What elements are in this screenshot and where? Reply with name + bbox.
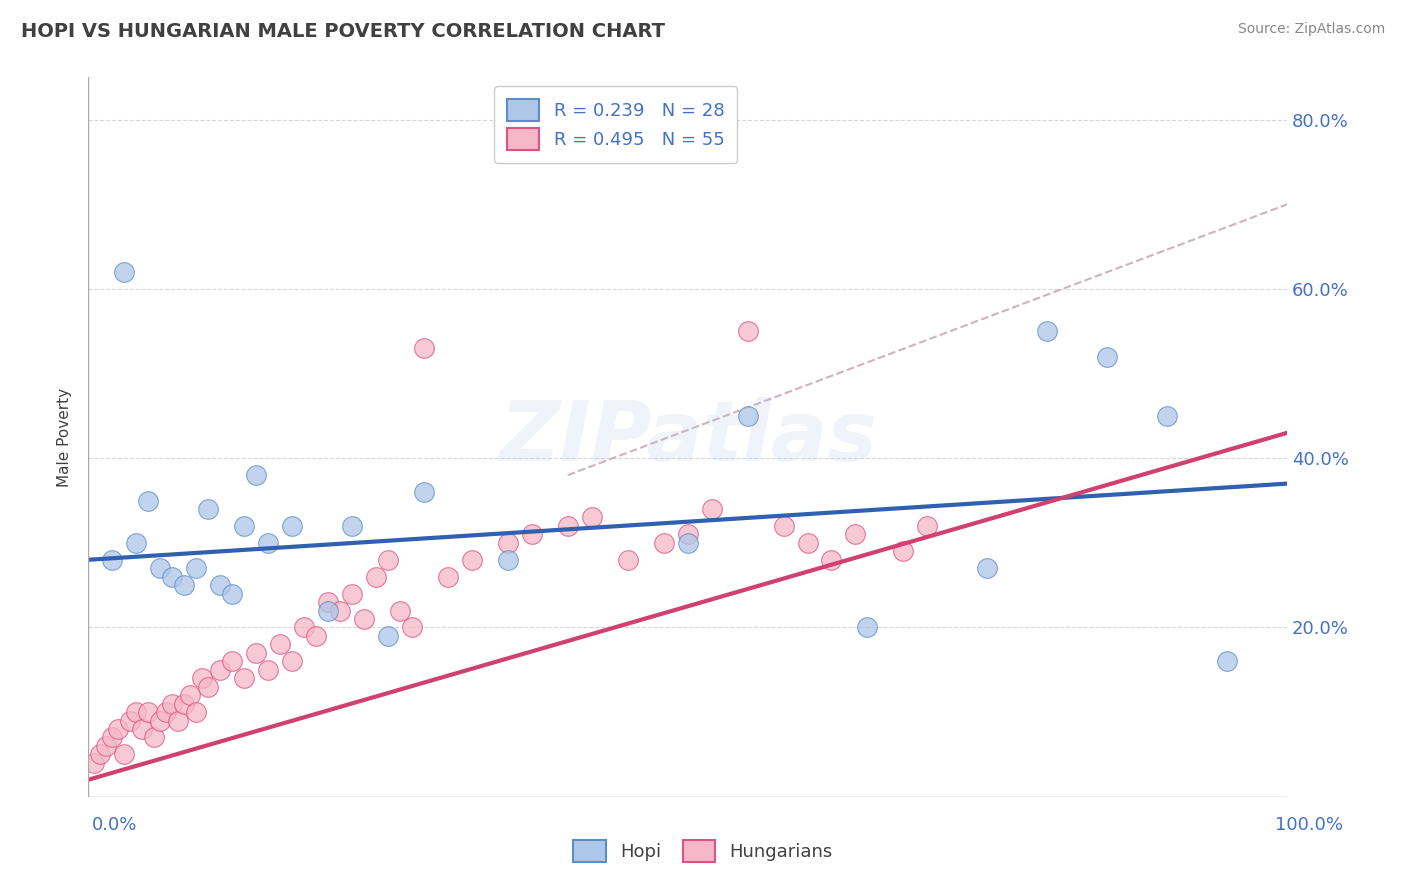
Point	[652, 536, 675, 550]
Point	[245, 468, 267, 483]
Point	[377, 629, 399, 643]
Point	[461, 553, 484, 567]
Point	[173, 697, 195, 711]
Point	[155, 705, 177, 719]
Point	[520, 527, 543, 541]
Point	[496, 536, 519, 550]
Point	[676, 527, 699, 541]
Point	[796, 536, 818, 550]
Point	[136, 493, 159, 508]
Point	[233, 519, 256, 533]
Point	[401, 620, 423, 634]
Point	[221, 654, 243, 668]
Point	[353, 612, 375, 626]
Point	[316, 595, 339, 609]
Point	[1156, 409, 1178, 423]
Point	[245, 646, 267, 660]
Point	[281, 519, 304, 533]
Point	[173, 578, 195, 592]
Y-axis label: Male Poverty: Male Poverty	[58, 387, 72, 487]
Point	[737, 324, 759, 338]
Point	[820, 553, 842, 567]
Point	[329, 603, 352, 617]
Text: HOPI VS HUNGARIAN MALE POVERTY CORRELATION CHART: HOPI VS HUNGARIAN MALE POVERTY CORRELATI…	[21, 22, 665, 41]
Point	[1216, 654, 1239, 668]
Point	[305, 629, 328, 643]
Point	[125, 536, 148, 550]
Point	[94, 739, 117, 753]
Point	[437, 570, 460, 584]
Point	[893, 544, 915, 558]
Point	[737, 409, 759, 423]
Point	[160, 570, 183, 584]
Point	[292, 620, 315, 634]
Point	[112, 265, 135, 279]
Point	[184, 705, 207, 719]
Point	[412, 485, 434, 500]
Point	[388, 603, 411, 617]
Text: 100.0%: 100.0%	[1275, 816, 1343, 834]
Point	[1097, 350, 1119, 364]
Point	[700, 502, 723, 516]
Legend: R = 0.239   N = 28, R = 0.495   N = 55: R = 0.239 N = 28, R = 0.495 N = 55	[494, 87, 737, 163]
Point	[221, 587, 243, 601]
Point	[257, 536, 280, 550]
Point	[125, 705, 148, 719]
Point	[120, 714, 142, 728]
Point	[136, 705, 159, 719]
Point	[143, 731, 166, 745]
Point	[496, 553, 519, 567]
Point	[184, 561, 207, 575]
Point	[844, 527, 866, 541]
Point	[364, 570, 387, 584]
Point	[412, 341, 434, 355]
Point	[1036, 324, 1059, 338]
Point	[179, 688, 201, 702]
Legend: Hopi, Hungarians: Hopi, Hungarians	[565, 833, 841, 870]
Point	[89, 747, 111, 762]
Point	[208, 578, 231, 592]
Point	[101, 553, 124, 567]
Point	[233, 671, 256, 685]
Text: Source: ZipAtlas.com: Source: ZipAtlas.com	[1237, 22, 1385, 37]
Point	[976, 561, 998, 575]
Point	[149, 561, 172, 575]
Text: 0.0%: 0.0%	[91, 816, 136, 834]
Point	[197, 680, 219, 694]
Point	[616, 553, 638, 567]
Point	[112, 747, 135, 762]
Point	[83, 756, 105, 770]
Point	[772, 519, 794, 533]
Point	[316, 603, 339, 617]
Point	[101, 731, 124, 745]
Point	[131, 722, 153, 736]
Point	[676, 536, 699, 550]
Text: ZIPatlas: ZIPatlas	[499, 397, 876, 477]
Point	[107, 722, 129, 736]
Point	[581, 510, 603, 524]
Point	[208, 663, 231, 677]
Point	[167, 714, 190, 728]
Point	[917, 519, 939, 533]
Point	[557, 519, 579, 533]
Point	[281, 654, 304, 668]
Point	[856, 620, 879, 634]
Point	[160, 697, 183, 711]
Point	[197, 502, 219, 516]
Point	[340, 519, 363, 533]
Point	[191, 671, 214, 685]
Point	[257, 663, 280, 677]
Point	[340, 587, 363, 601]
Point	[269, 637, 291, 651]
Point	[149, 714, 172, 728]
Point	[377, 553, 399, 567]
